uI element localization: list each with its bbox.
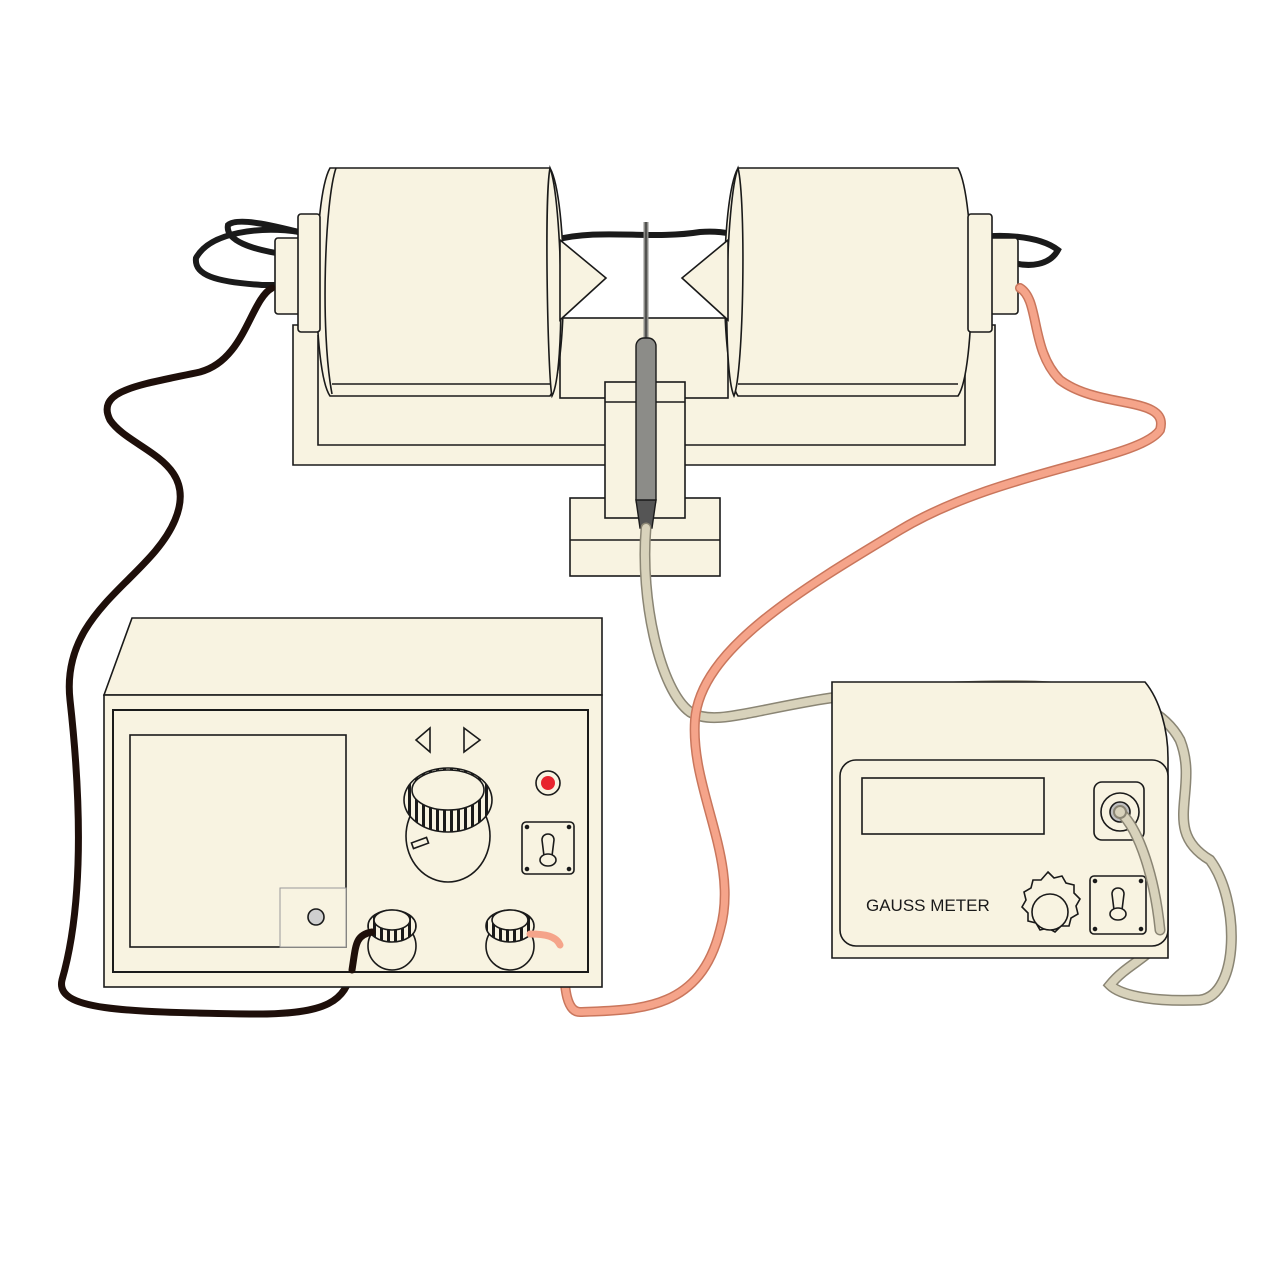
right-pole-piece: [680, 238, 729, 322]
main-knob-icon[interactable]: [403, 767, 493, 883]
gaussmeter-knob-icon[interactable]: [1021, 870, 1081, 933]
dark-cable: [58, 284, 372, 1018]
power-supply-top: [102, 617, 603, 696]
arrow-left-icon[interactable]: [414, 726, 431, 754]
left-coil: [274, 165, 608, 399]
gaussmeter-display: [861, 777, 1045, 835]
output-terminal-right[interactable]: [485, 909, 535, 971]
coil-left-cable-loop: [192, 226, 301, 288]
power-supply-small-button[interactable]: [307, 908, 325, 926]
arrow-right-icon[interactable]: [463, 726, 482, 754]
right-coil-endcap: [989, 237, 1019, 315]
hall-probe-icon[interactable]: [635, 222, 657, 529]
gaussmeter-toggle-switch-icon[interactable]: [1089, 875, 1147, 935]
left-pole-piece: [559, 238, 608, 322]
electromagnet: [192, 165, 1062, 577]
gaussmeter-label: GAUSS METER: [866, 896, 990, 915]
gaussmeter-icon: [831, 681, 1169, 959]
right-coil: [680, 165, 1019, 399]
power-supply-icon: [102, 617, 603, 988]
toggle-switch-icon[interactable]: [521, 821, 575, 875]
output-terminal-left[interactable]: [367, 909, 417, 971]
